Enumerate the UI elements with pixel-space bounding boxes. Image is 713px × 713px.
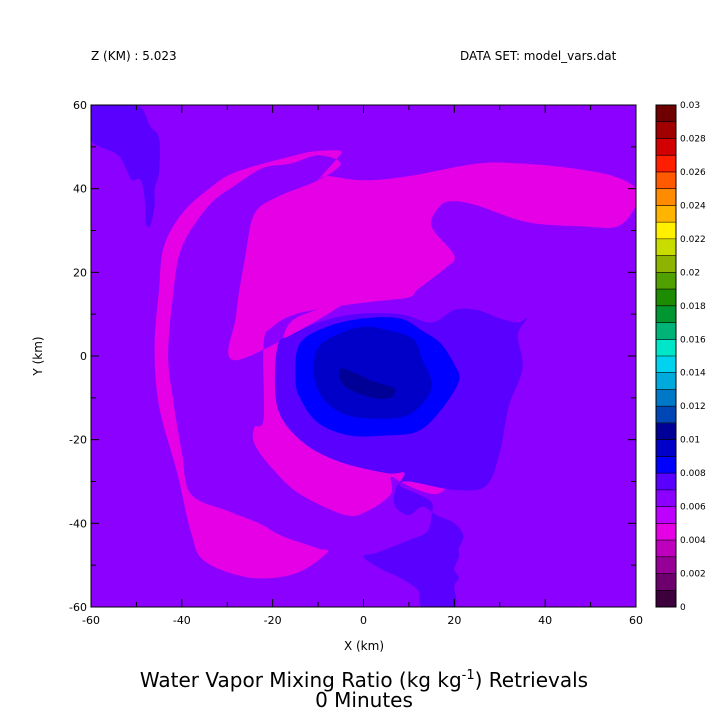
colorbar-tick-label: 0.014 — [680, 369, 706, 379]
colorbar-swatch — [656, 506, 676, 524]
colorbar-tick-label: 0.022 — [680, 235, 706, 245]
colorbar-tick-label: 0.016 — [680, 335, 706, 345]
colorbar-swatch — [656, 489, 676, 507]
y-tick-label: 0 — [80, 350, 87, 363]
colorbar-swatch — [656, 121, 676, 139]
colorbar: 0 0.002 0.004 0.006 0.008 0.01 0.012 0.014 0.016… — [655, 101, 706, 613]
colorbar-swatch — [656, 205, 676, 223]
colorbar-tick-label: 0.03 — [680, 101, 700, 111]
x-tick-label: 40 — [538, 614, 552, 627]
x-axis-label: X (km) — [344, 639, 384, 653]
colorbar-swatch — [656, 222, 676, 240]
x-tick-label: -40 — [173, 614, 191, 627]
colorbar-swatch — [656, 155, 676, 173]
contour-region-0 — [91, 105, 160, 228]
colorbar-swatch — [656, 105, 676, 123]
colorbar-tick-label: 0.024 — [680, 201, 706, 211]
chart-subtitle: 0 Minutes — [315, 688, 413, 712]
y-tick-label: 20 — [73, 266, 87, 279]
colorbar-swatch — [656, 339, 676, 357]
x-tick-label: 20 — [447, 614, 461, 627]
colorbar-tick-label: 0.02 — [680, 268, 700, 278]
contour-region-1 — [154, 150, 636, 579]
colorbar-swatch — [656, 540, 676, 558]
x-tick-label: 0 — [360, 614, 367, 627]
colorbar-swatch — [656, 171, 676, 190]
colorbar-swatch — [656, 372, 676, 390]
y-tick-label: 60 — [73, 99, 87, 112]
dataset-label: DATA SET: model_vars.dat — [460, 49, 617, 63]
colorbar-swatch — [656, 238, 676, 256]
colorbar-tick-label: 0.002 — [680, 570, 706, 580]
y-tick-label: -60 — [69, 601, 87, 614]
colorbar-tick-label: 0.026 — [680, 168, 706, 178]
contour-regions — [91, 105, 636, 607]
colorbar-tick-label: 0.012 — [680, 402, 706, 412]
y-axis-label: Y (km) — [31, 336, 45, 376]
x-tick-label: 60 — [629, 614, 643, 627]
colorbar-tick-label: 0 — [680, 603, 686, 613]
x-tick-label: -20 — [264, 614, 282, 627]
colorbar-swatch — [656, 523, 676, 541]
y-tick-label: -40 — [69, 517, 87, 530]
colorbar-swatch — [656, 389, 676, 407]
colorbar-swatch — [656, 255, 676, 273]
colorbar-swatch — [656, 573, 676, 591]
x-tick-label: -60 — [82, 614, 100, 627]
colorbar-swatch — [656, 556, 676, 574]
contour-region-4 — [313, 326, 432, 419]
colorbar-swatch — [656, 322, 676, 340]
colorbar-swatch — [656, 422, 676, 441]
colorbar-tick-label: 0.006 — [680, 503, 706, 513]
colorbar-swatch — [656, 439, 676, 457]
colorbar-swatch — [656, 406, 676, 424]
y-tick-label: 40 — [73, 183, 87, 196]
colorbar-tick-label: 0.004 — [680, 536, 706, 546]
colorbar-swatch — [656, 590, 676, 608]
colorbar-swatch — [656, 289, 676, 307]
colorbar-tick-label: 0.028 — [680, 134, 706, 144]
colorbar-tick-label: 0.018 — [680, 302, 706, 312]
contour-region-5 — [339, 368, 396, 399]
colorbar-swatch — [656, 305, 676, 323]
z-level-label: Z (KM) : 5.023 — [91, 49, 177, 63]
title-superscript: -1 — [462, 668, 475, 683]
y-tick-label: -20 — [69, 434, 87, 447]
colorbar-swatch — [656, 272, 676, 290]
colorbar-tick-label: 0.01 — [680, 436, 700, 446]
chart-title: Water Vapor Mixing Ratio (kg kg-1) Retri… — [140, 668, 588, 692]
colorbar-swatch — [656, 138, 676, 156]
colorbar-swatch — [656, 456, 676, 474]
colorbar-swatch — [656, 356, 676, 374]
colorbar-tick-label: 0.008 — [680, 469, 706, 479]
axes: -60 -40 -20 0 20 40 60 -60 -40 -20 0 20 40 60 — [69, 99, 643, 627]
colorbar-swatch — [656, 473, 676, 491]
colorbar-swatch — [656, 188, 676, 206]
